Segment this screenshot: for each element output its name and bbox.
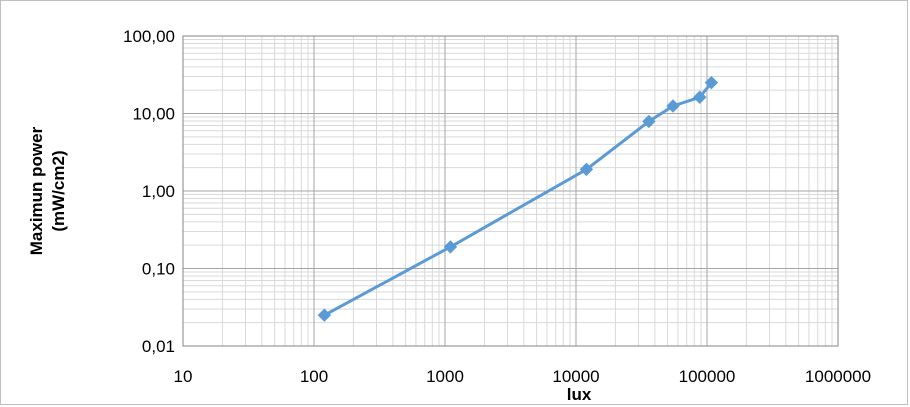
y-axis-tick-labels: 0,01 0,10 1,00 10,00 100,00 [123,27,175,356]
x-tick-label: 100 [300,367,328,386]
data-point-marker [444,241,456,253]
x-tick-label: 1000000 [805,367,871,386]
y-tick-label: 0,01 [142,337,175,356]
x-axis-title: lux [567,385,592,404]
y-axis-title-line-2: (mW/cm2) [49,150,68,231]
y-tick-label: 100,00 [123,27,175,46]
data-point-marker [318,309,330,321]
x-tick-label: 10000 [552,367,599,386]
y-tick-label: 0,10 [142,260,175,279]
x-tick-label: 10 [174,367,193,386]
x-axis-tick-labels: 10 100 1000 10000 100000 1000000 [174,367,872,386]
y-tick-label: 1,00 [142,182,175,201]
x-tick-label: 100000 [679,367,736,386]
x-tick-label: 1000 [426,367,464,386]
y-axis-title-line-1: Maximun power [27,126,46,255]
y-tick-label: 10,00 [132,105,175,124]
